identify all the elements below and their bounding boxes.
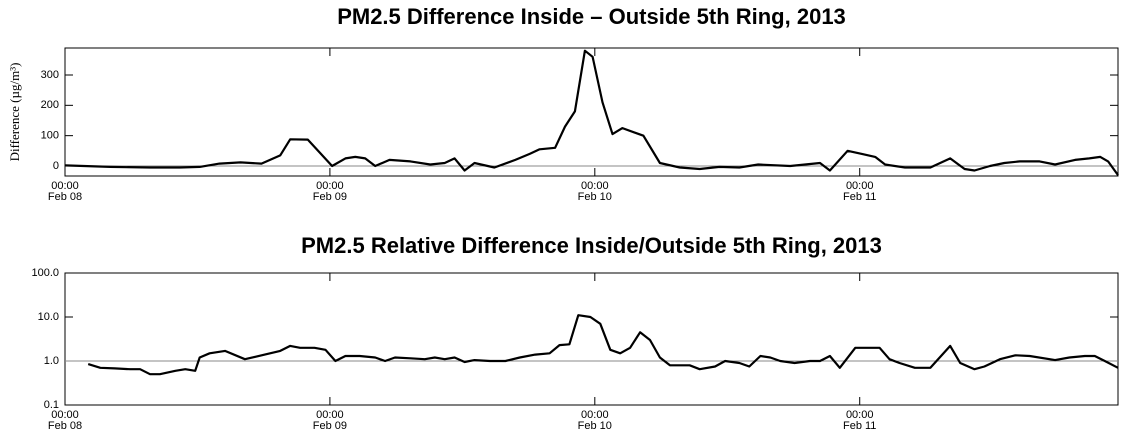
x-tick-date: Feb 09 bbox=[313, 420, 347, 432]
y-tick-label: 0.1 bbox=[44, 399, 59, 411]
x-tick-label: 00:00 bbox=[581, 409, 609, 421]
x-tick-date: Feb 10 bbox=[578, 191, 612, 203]
plot-frame bbox=[64, 47, 1119, 177]
y-tick-label: 200 bbox=[41, 99, 59, 111]
plot-frame bbox=[64, 272, 1119, 406]
chart-title: PM2.5 Difference Inside – Outside 5th Ri… bbox=[337, 4, 846, 29]
y-tick-label: 0 bbox=[53, 160, 59, 172]
y-tick-label: 10.0 bbox=[38, 311, 59, 323]
x-tick-date: Feb 08 bbox=[48, 191, 82, 203]
x-tick-label: 00:00 bbox=[51, 409, 79, 421]
x-tick-label: 00:00 bbox=[316, 180, 344, 192]
chart-title: PM2.5 Relative Difference Inside/Outside… bbox=[301, 233, 882, 258]
y-tick-label: 1.0 bbox=[44, 355, 59, 367]
x-tick-label: 00:00 bbox=[846, 180, 874, 192]
y-tick-label: 300 bbox=[41, 69, 59, 81]
x-tick-label: 00:00 bbox=[846, 409, 874, 421]
x-tick-date: Feb 08 bbox=[48, 420, 82, 432]
y-tick-label: 100.0 bbox=[31, 267, 59, 279]
x-tick-label: 00:00 bbox=[316, 409, 344, 421]
x-tick-date: Feb 10 bbox=[578, 420, 612, 432]
x-tick-date: Feb 11 bbox=[843, 191, 876, 203]
x-tick-date: Feb 09 bbox=[313, 191, 347, 203]
data-line bbox=[87, 314, 1119, 376]
x-tick-date: Feb 11 bbox=[843, 420, 876, 432]
data-line bbox=[64, 49, 1119, 176]
y-tick-label: 100 bbox=[41, 130, 59, 142]
x-tick-label: 00:00 bbox=[581, 180, 609, 192]
y-axis-label: Difference (µg/m³) bbox=[7, 63, 22, 162]
x-tick-label: 00:00 bbox=[51, 180, 79, 192]
